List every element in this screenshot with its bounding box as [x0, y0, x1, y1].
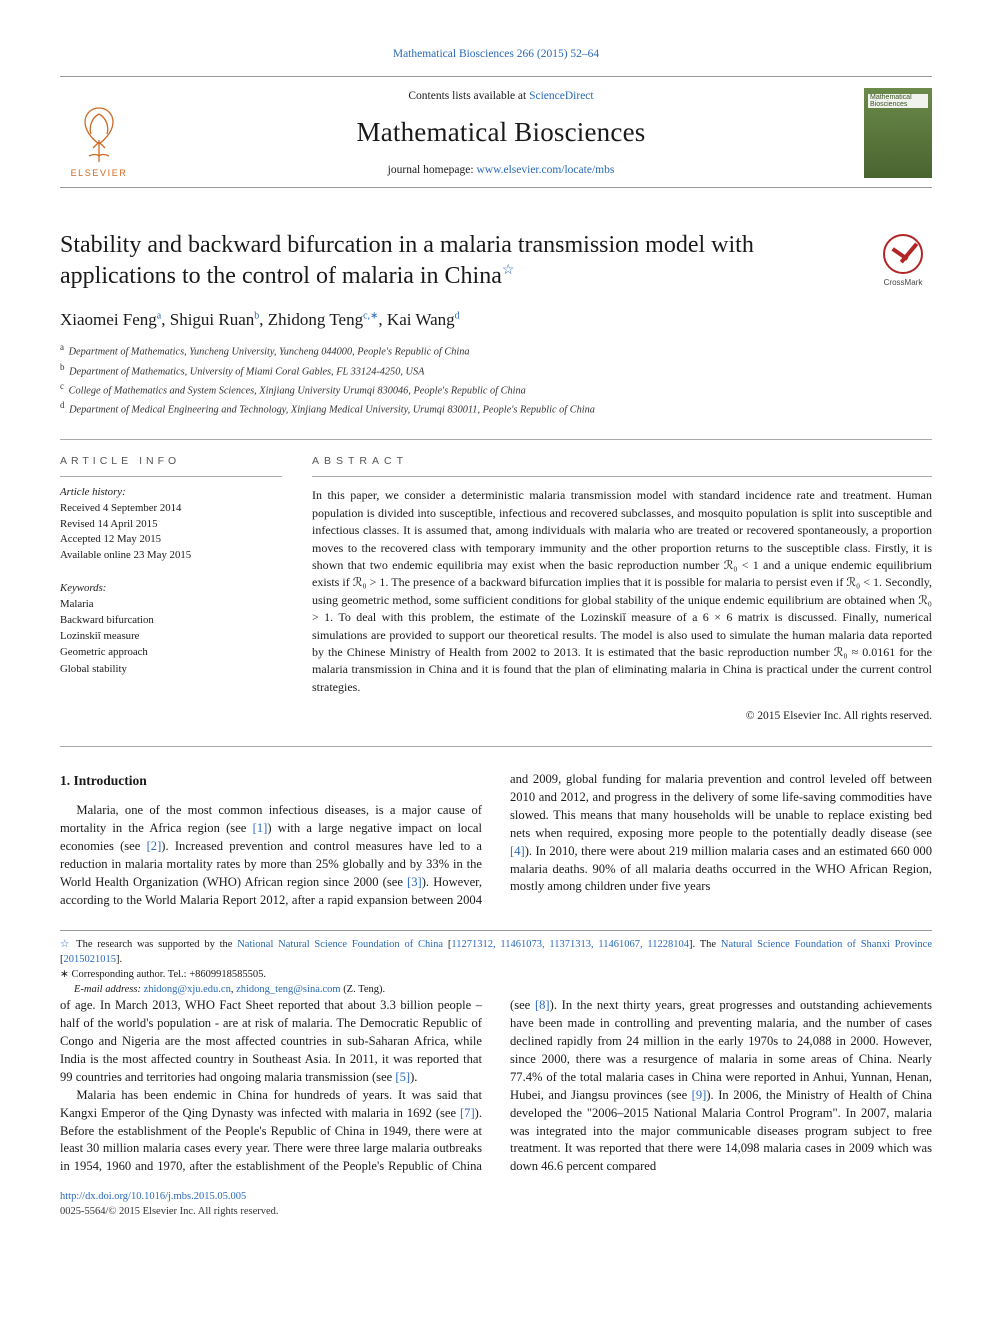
cover-thumb-title: Mathematical Biosciences [870, 94, 912, 108]
affiliation: d Department of Medical Engineering and … [60, 399, 932, 418]
citation-link[interactable]: [4] [510, 844, 525, 858]
section-heading-intro: 1. Introduction [60, 771, 482, 790]
keywords-block: Keywords: MalariaBackward bifurcationLoz… [60, 580, 282, 677]
article-info-heading: ARTICLE INFO [60, 454, 282, 469]
homepage-link[interactable]: www.elsevier.com/locate/mbs [476, 164, 614, 176]
citation-link[interactable]: [2] [147, 839, 162, 853]
divider [312, 476, 932, 477]
doi-line: http://dx.doi.org/10.1016/j.mbs.2015.05.… [60, 1190, 932, 1205]
article-title-text: Stability and backward bifurcation in a … [60, 232, 754, 289]
contents-line: Contents lists available at ScienceDirec… [138, 88, 864, 104]
affiliation-list: a Department of Mathematics, Yuncheng Un… [60, 341, 932, 418]
abstract-text: In this paper, we consider a determinist… [312, 487, 932, 696]
keyword: Lozinskiĭ measure [60, 628, 282, 644]
elsevier-logo: ELSEVIER [60, 87, 138, 179]
author-affil-sup[interactable]: a [157, 310, 161, 321]
email-link[interactable]: zhidong_teng@sina.com [236, 984, 340, 995]
keyword: Global stability [60, 661, 282, 677]
keyword: Geometric approach [60, 644, 282, 660]
journal-banner: ELSEVIER Contents lists available at Sci… [60, 76, 932, 188]
body-paragraph: Malaria, one of the most common infectio… [60, 771, 932, 909]
author: Shigui Ruanb [170, 310, 260, 329]
sciencedirect-link[interactable]: ScienceDirect [529, 90, 594, 102]
affiliation: c College of Mathematics and System Scie… [60, 380, 932, 399]
email-link[interactable]: zhidong@xju.edu.cn [144, 984, 231, 995]
author-affil-sup[interactable]: c,∗ [363, 310, 378, 321]
journal-cover-thumb: Mathematical Biosciences [864, 88, 932, 178]
funding-footnote: ☆ The research was supported by the Nati… [60, 937, 932, 967]
email-label: E-mail address: [74, 984, 144, 995]
doi-link[interactable]: http://dx.doi.org/10.1016/j.mbs.2015.05.… [60, 1191, 246, 1202]
citation-link[interactable]: [8] [535, 998, 550, 1012]
citation-link[interactable]: [9] [692, 1088, 707, 1102]
affiliation: b Department of Mathematics, University … [60, 361, 932, 380]
author-list: Xiaomei Fenga, Shigui Ruanb, Zhidong Ten… [60, 308, 932, 332]
journal-name: Mathematical Biosciences [138, 114, 864, 152]
citation-link[interactable]: [3] [407, 875, 422, 889]
keyword: Malaria [60, 596, 282, 612]
keyword: Backward bifurcation [60, 612, 282, 628]
divider [60, 746, 932, 747]
body-text: 1. Introduction Malaria, one of the most… [60, 771, 932, 1176]
email-footnote: E-mail address: zhidong@xju.edu.cn, zhid… [60, 982, 932, 997]
abstract-copyright: © 2015 Elsevier Inc. All rights reserved… [312, 708, 932, 724]
footnote-block: ☆ The research was supported by the Nati… [60, 930, 932, 998]
crossmark-badge[interactable]: CrossMark [874, 234, 932, 288]
elsevier-wordmark: ELSEVIER [71, 167, 128, 180]
author: Zhidong Tengc,∗ [268, 310, 379, 329]
issn-copyright-line: 0025-5564/© 2015 Elsevier Inc. All right… [60, 1205, 932, 1220]
crossmark-icon [883, 234, 923, 274]
article-title: Stability and backward bifurcation in a … [60, 230, 856, 291]
funder-link[interactable]: National Natural Science Foundation of C… [237, 939, 443, 950]
contents-prefix: Contents lists available at [408, 90, 529, 102]
corresponding-author-footnote: ∗ Corresponding author. Tel.: +860991858… [60, 967, 932, 982]
history-label: Article history: [60, 485, 282, 501]
divider [60, 439, 932, 440]
top-citation: Mathematical Biosciences 266 (2015) 52–6… [60, 46, 932, 62]
citation-link[interactable]: [1] [253, 821, 268, 835]
keywords-label: Keywords: [60, 580, 282, 596]
article-history: Article history: Received 4 September 20… [60, 485, 282, 563]
funder-link[interactable]: Natural Science Foundation of Shanxi Pro… [721, 939, 932, 950]
elsevier-tree-icon [71, 104, 127, 164]
homepage-line: journal homepage: www.elsevier.com/locat… [138, 162, 864, 178]
abstract-column: ABSTRACT In this paper, we consider a de… [312, 454, 932, 724]
grant-link[interactable]: 11271312, 11461073, 11371313, 11461067, … [451, 939, 689, 950]
title-footnote-star[interactable]: ☆ [502, 263, 515, 278]
history-line: Available online 23 May 2015 [60, 548, 282, 564]
history-line: Received 4 September 2014 [60, 501, 282, 517]
banner-center: Contents lists available at ScienceDirec… [138, 88, 864, 178]
body-paragraph: of age. In March 2013, WHO Fact Sheet re… [60, 997, 482, 1086]
abstract-heading: ABSTRACT [312, 454, 932, 469]
author-affil-sup[interactable]: d [455, 310, 460, 321]
article-info-column: ARTICLE INFO Article history: Received 4… [60, 454, 282, 724]
homepage-prefix: journal homepage: [388, 164, 477, 176]
citation-link[interactable]: [7] [460, 1106, 475, 1120]
author: Xiaomei Fenga [60, 310, 161, 329]
history-line: Accepted 12 May 2015 [60, 532, 282, 548]
author: Kai Wangd [387, 310, 460, 329]
affiliation: a Department of Mathematics, Yuncheng Un… [60, 341, 932, 360]
corr-star: ∗ [60, 969, 71, 980]
footnote-star-icon: ☆ [60, 939, 76, 950]
citation-link[interactable]: [5] [395, 1070, 410, 1084]
divider [60, 476, 282, 477]
grant-link[interactable]: 2015021015 [64, 954, 117, 965]
history-line: Revised 14 April 2015 [60, 517, 282, 533]
crossmark-label: CrossMark [874, 277, 932, 288]
author-affil-sup[interactable]: b [254, 310, 259, 321]
top-citation-link[interactable]: Mathematical Biosciences 266 (2015) 52–6… [393, 48, 599, 60]
